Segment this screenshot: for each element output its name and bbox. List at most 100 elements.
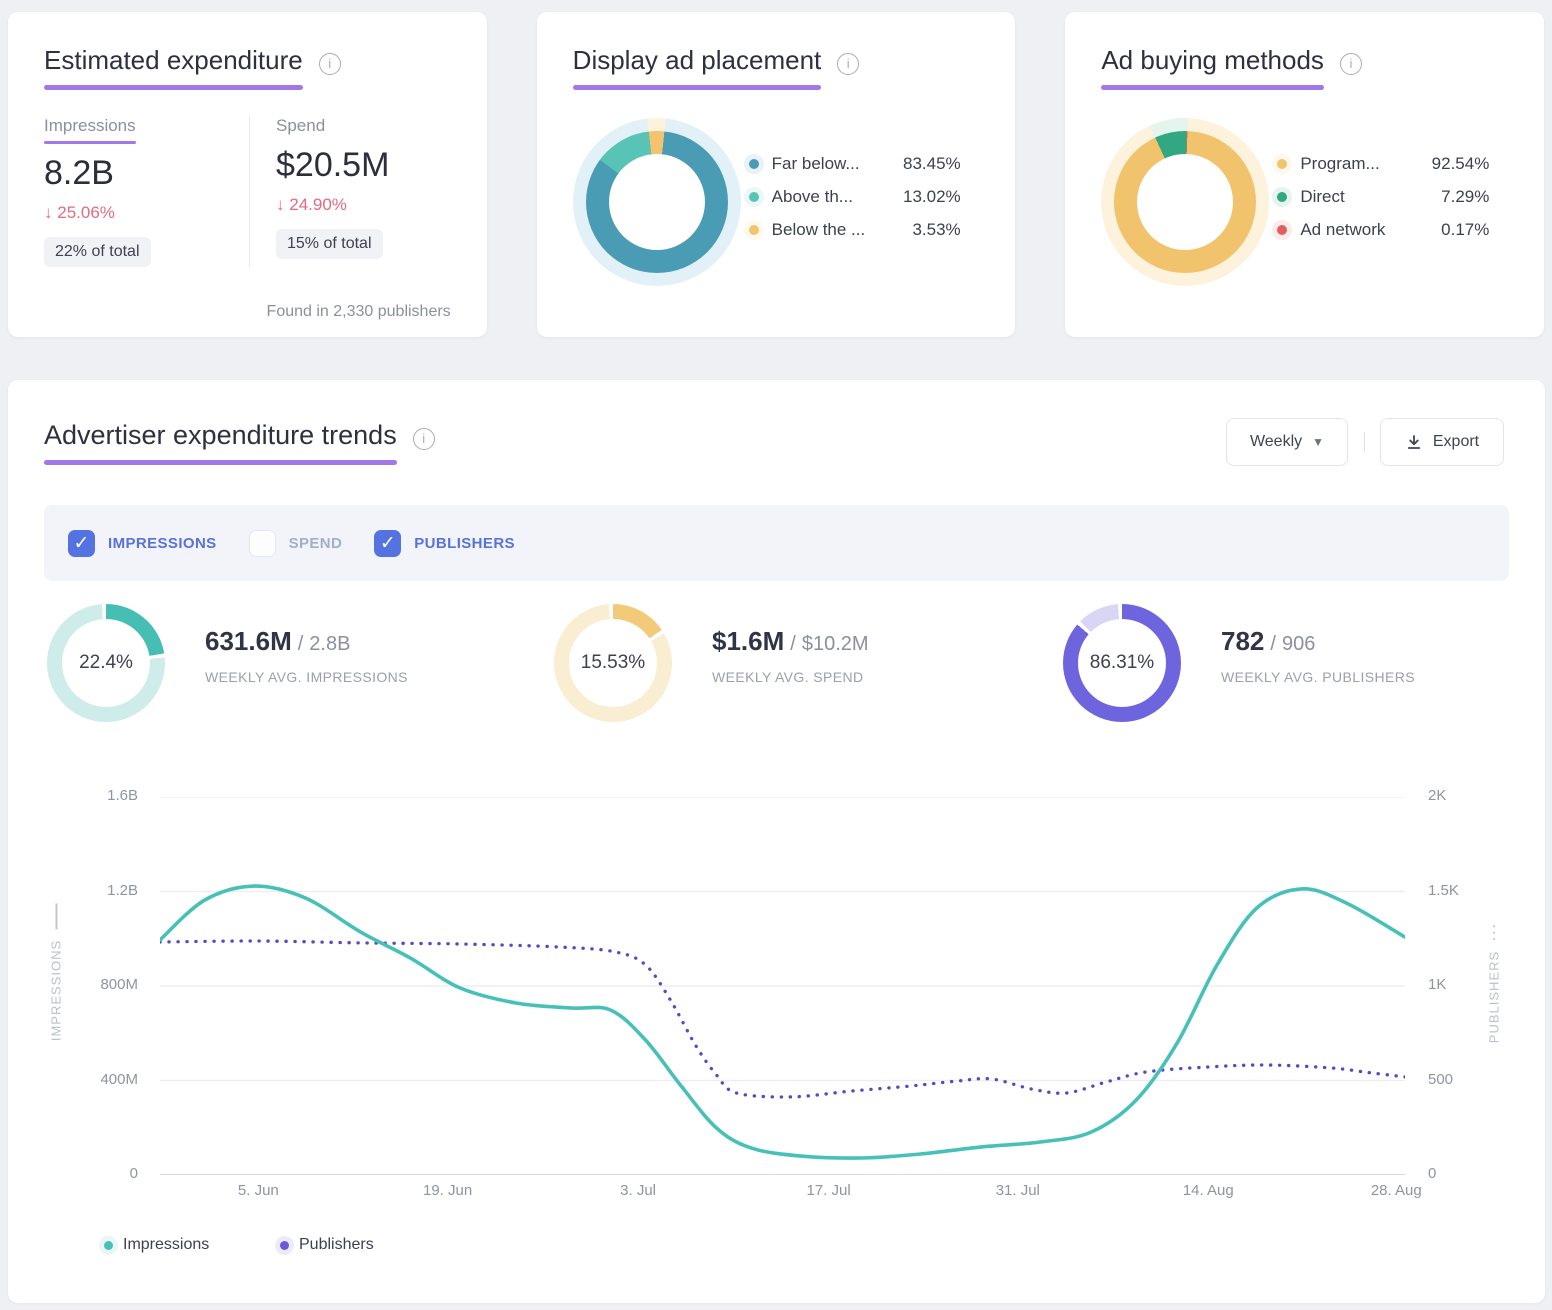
legend-value: 92.54% [1431, 154, 1490, 173]
arrow-down-icon: ↓ [276, 194, 285, 214]
card-title-row: Ad buying methods i [1101, 45, 1508, 90]
legend-item: Below the ... 3.53% [748, 220, 961, 240]
dotted-line-sample-icon: ··· [1486, 921, 1502, 941]
legend-label: Program... [1300, 154, 1380, 173]
impressions-label: Impressions [44, 116, 136, 144]
stat-publishers: 86.31% 782/906 WEEKLY AVG. PUBLISHERS [1063, 604, 1415, 726]
left-axis-tick: 1.2B [107, 881, 138, 899]
legend-value: 7.29% [1441, 187, 1490, 206]
stat-spend: 15.53% $1.6M / $10.2M WEEKLY AVG. SPEND [554, 604, 869, 726]
x-axis-tick: 31. Jul [995, 1182, 1040, 1199]
stat-value: $1.6M [712, 626, 785, 656]
checkbox-icon[interactable] [68, 529, 95, 557]
stat-impressions: 22.4% 631.6M/2.8B WEEKLY AVG. IMPRESSION… [47, 604, 408, 726]
legend-value: 83.45% [903, 154, 961, 173]
right-axis-tick: 0 [1428, 1165, 1437, 1182]
stat-value: 631.6M [205, 626, 292, 656]
info-icon[interactable]: i [1339, 52, 1362, 75]
chart-legend-impressions[interactable]: Impressions [104, 1236, 209, 1254]
impressions-gauge: 22.4% [47, 604, 165, 722]
x-axis-tick: 19. Jun [422, 1182, 473, 1199]
info-icon[interactable]: i [412, 427, 435, 450]
impressions-value: 8.2B [44, 153, 114, 192]
legend-item: Above th... 13.02% [748, 187, 961, 207]
summary-cards-row: Estimated expenditure i Impressions 8.2B… [8, 12, 1545, 337]
legend-item: Direct 7.29% [1277, 187, 1489, 207]
stat-value: 782 [1221, 626, 1265, 656]
filter-spend[interactable]: SPEND [248, 529, 343, 557]
legend-dot-icon [748, 159, 759, 169]
series-filter-bar: IMPRESSIONS SPEND PUBLISHERS [44, 505, 1509, 581]
gauge-percent: 86.31% [1078, 619, 1166, 707]
publishers-gauge: 86.31% [1063, 604, 1181, 722]
legend-label: Direct [1300, 187, 1345, 206]
publishers-footnote: Found in 2,330 publishers [266, 303, 451, 320]
x-axis-tick: 28. Aug [1370, 1182, 1422, 1199]
gauge-percent: 22.4% [62, 619, 150, 707]
left-axis-tick: 0 [129, 1165, 138, 1182]
card-title-row: Display ad placement i [573, 45, 980, 90]
spend-metric: Spend $20.5M ↓ 24.90% 15% of total [249, 115, 390, 267]
left-axis-title: IMPRESSIONS [49, 873, 64, 1073]
stat-total: 906 [1281, 633, 1316, 655]
trend-line-chart [158, 796, 1407, 1176]
impressions-share-badge: 22% of total [44, 236, 151, 267]
checkbox-icon[interactable] [248, 529, 276, 557]
legend-item: Ad network 0.17% [1277, 220, 1489, 240]
placement-legend: Far below... 83.45% Above th... 13.02% B… [748, 154, 961, 240]
x-axis-tick: 17. Jul [806, 1182, 851, 1199]
checkbox-icon[interactable] [374, 529, 402, 557]
granularity-dropdown[interactable]: Weekly ▼ [1226, 418, 1348, 466]
legend-dot-icon [1277, 225, 1288, 235]
x-axis-tick: 3. Jul [620, 1182, 656, 1199]
buying-legend: Program... 92.54% Direct 7.29% Ad networ… [1277, 154, 1489, 240]
legend-value: 13.02% [903, 187, 961, 206]
left-axis-tick: 400M [100, 1070, 138, 1088]
legend-dot-icon [748, 192, 759, 202]
chart-canvas [158, 796, 1407, 1176]
solid-line-sample-icon [55, 903, 57, 930]
left-axis-tick: 800M [100, 976, 138, 993]
filter-publishers[interactable]: PUBLISHERS [374, 529, 515, 557]
legend-value: 3.53% [912, 220, 961, 239]
stat-caption: WEEKLY AVG. SPEND [712, 669, 864, 685]
card-title: Display ad placement [573, 45, 822, 90]
legend-dot-icon [280, 1240, 289, 1250]
spend-share-badge: 15% of total [276, 228, 383, 259]
card-title: Advertiser expenditure trends [44, 420, 397, 465]
card-title: Estimated expenditure [44, 45, 303, 90]
legend-item: Far below... 83.45% [748, 154, 961, 174]
stat-total: 2.8B [309, 633, 351, 655]
x-axis-tick: 14. Aug [1182, 1182, 1234, 1199]
stat-total: $10.2M [801, 633, 869, 655]
gauge-percent: 15.53% [569, 619, 657, 707]
spend-gauge: 15.53% [554, 604, 672, 722]
right-axis-tick: 2K [1428, 787, 1447, 804]
spend-value: $20.5M [276, 145, 390, 184]
x-axis-tick: 5. Jun [237, 1182, 279, 1199]
placement-donut-ring [585, 131, 728, 273]
card-title-row: Advertiser expenditure trends i [44, 420, 435, 465]
right-axis-tick: 500 [1428, 1070, 1454, 1088]
legend-label: Ad network [1300, 220, 1386, 239]
export-button[interactable]: Export [1380, 418, 1504, 466]
stat-caption: WEEKLY AVG. PUBLISHERS [1221, 669, 1415, 685]
info-icon[interactable]: i [837, 52, 860, 75]
chart-legend-publishers[interactable]: Publishers [280, 1236, 374, 1254]
legend-label: Above th... [771, 187, 853, 206]
legend-dot-icon [748, 225, 759, 235]
spend-change: ↓ 24.90% [276, 194, 347, 214]
chevron-down-icon: ▼ [1312, 435, 1325, 449]
filter-impressions[interactable]: IMPRESSIONS [68, 529, 217, 557]
buying-donut-ring [1114, 131, 1257, 273]
card-title-row: Estimated expenditure i [44, 45, 451, 90]
legend-dot-icon [104, 1240, 113, 1250]
stat-caption: WEEKLY AVG. IMPRESSIONS [205, 669, 408, 685]
download-icon [1407, 435, 1421, 449]
arrow-down-icon: ↓ [44, 202, 53, 222]
card-estimated-expenditure: Estimated expenditure i Impressions 8.2B… [8, 12, 487, 337]
info-icon[interactable]: i [318, 52, 341, 75]
legend-label: Below the ... [771, 220, 866, 239]
right-axis-tick: 1.5K [1428, 881, 1459, 899]
